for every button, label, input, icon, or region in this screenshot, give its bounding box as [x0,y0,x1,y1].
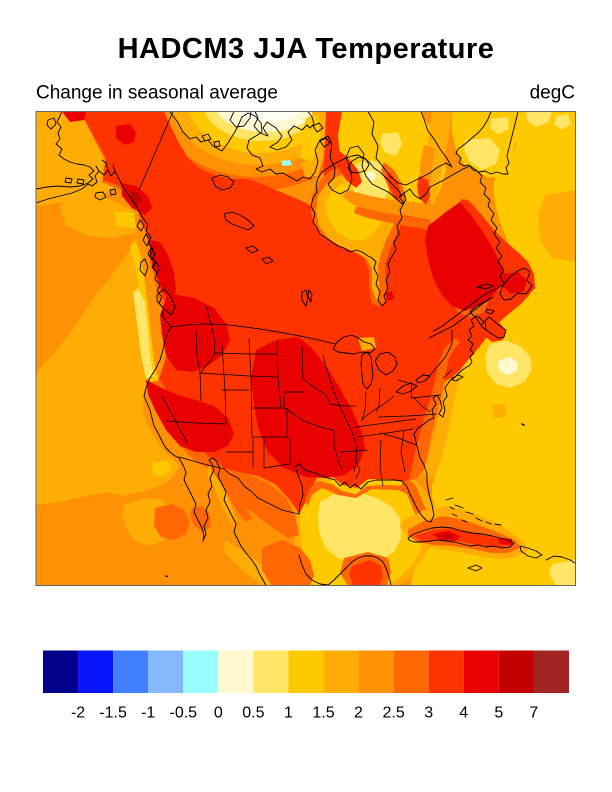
svg-text:-0.5: -0.5 [170,705,198,722]
svg-text:-1.5: -1.5 [99,705,127,722]
svg-text:7: 7 [529,705,538,722]
svg-text:5: 5 [494,705,503,722]
svg-text:-1: -1 [141,705,155,722]
svg-text:3: 3 [424,705,433,722]
svg-text:Change in seasonal average: Change in seasonal average [36,83,278,104]
svg-text:0: 0 [214,705,223,722]
svg-text:0.5: 0.5 [242,705,264,722]
svg-text:1.5: 1.5 [312,705,334,722]
svg-text:1: 1 [284,705,293,722]
svg-text:-2: -2 [71,705,85,722]
svg-text:HADCM3 JJA Temperature: HADCM3 JJA Temperature [118,33,495,65]
svg-text:2: 2 [354,705,363,722]
svg-text:degC: degC [530,83,575,104]
svg-text:2.5: 2.5 [382,705,404,722]
svg-text:4: 4 [459,705,468,722]
